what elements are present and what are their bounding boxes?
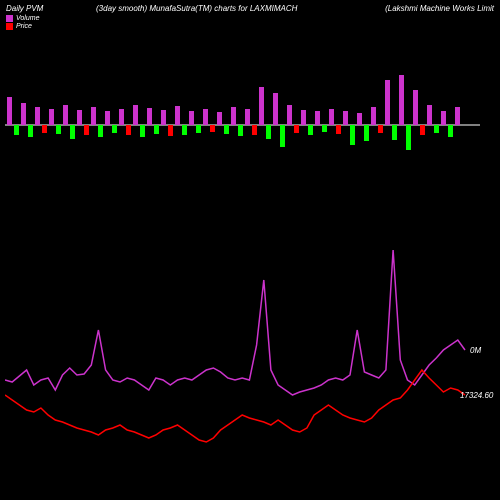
pvm-bar — [203, 109, 208, 125]
price-swatch — [6, 23, 13, 30]
legend-volume: Volume — [6, 15, 39, 22]
pvm-bar — [28, 125, 33, 137]
pvm-bar — [175, 106, 180, 125]
pvm-bar — [350, 125, 355, 145]
pvm-bar — [140, 125, 145, 137]
pvm-bar — [273, 93, 278, 125]
pvm-bar — [126, 125, 131, 135]
pvm-bar — [413, 90, 418, 125]
volume-legend-label: Volume — [16, 15, 39, 22]
pvm-bar — [147, 108, 152, 125]
pvm-bar — [329, 109, 334, 125]
pvm-bar — [392, 125, 397, 140]
pvm-bar — [448, 125, 453, 137]
pvm-bar — [434, 125, 439, 133]
chart-header: Daily PVM (3day smooth) MunafaSutra(TM) … — [6, 4, 494, 34]
pvm-bar — [168, 125, 173, 136]
pvm-bar — [371, 107, 376, 125]
legend-price: Price — [6, 23, 39, 30]
title-left: Daily PVM — [6, 4, 43, 13]
volume-price-line-chart — [5, 250, 480, 480]
pvm-bar — [301, 110, 306, 125]
pvm-bar — [315, 111, 320, 125]
pvm-bar — [56, 125, 61, 134]
pvm-bar — [14, 125, 19, 135]
pvm-bar — [210, 125, 215, 132]
pvm-bar — [287, 105, 292, 125]
pvm-bar — [245, 109, 250, 125]
pvm-bar — [357, 113, 362, 125]
pvm-bar — [119, 109, 124, 125]
pvm-bar — [420, 125, 425, 135]
legend: Volume Price — [6, 15, 39, 31]
pvm-bar — [42, 125, 47, 133]
pvm-bar — [91, 107, 96, 125]
pvm-bar — [7, 97, 12, 125]
pvm-bar — [455, 107, 460, 125]
pvm-bar — [154, 125, 159, 134]
pvm-bar — [35, 107, 40, 125]
title-right: (Lakshmi Machine Works Limit — [385, 4, 494, 13]
pvm-bar — [294, 125, 299, 133]
pvm-bar — [266, 125, 271, 139]
pvm-bar — [105, 111, 110, 125]
pvm-bar — [84, 125, 89, 135]
pvm-bar — [49, 109, 54, 125]
volume-line — [5, 250, 465, 395]
pvm-bar — [322, 125, 327, 132]
pvm-bar — [98, 125, 103, 137]
pvm-bar — [406, 125, 411, 150]
pvm-bar — [441, 111, 446, 125]
pvm-bar — [385, 80, 390, 125]
price-line-label: 17324.60 — [460, 391, 493, 400]
pvm-bar — [21, 103, 26, 125]
pvm-bar — [427, 105, 432, 125]
pvm-bar — [161, 110, 166, 125]
pvm-bar — [308, 125, 313, 135]
pvm-bar — [77, 110, 82, 125]
price-legend-label: Price — [16, 23, 32, 30]
pvm-bar — [343, 111, 348, 125]
pvm-bar — [196, 125, 201, 133]
pvm-bar — [112, 125, 117, 133]
pvm-bar — [259, 87, 264, 125]
pvm-bar — [70, 125, 75, 139]
pvm-bar — [231, 107, 236, 125]
pvm-bar-chart — [5, 70, 480, 180]
pvm-bar — [182, 125, 187, 135]
pvm-bar — [224, 125, 229, 134]
pvm-bar — [336, 125, 341, 134]
price-line — [5, 370, 465, 442]
pvm-bar — [364, 125, 369, 141]
pvm-bar — [238, 125, 243, 136]
pvm-bar — [217, 112, 222, 125]
pvm-bar — [378, 125, 383, 133]
pvm-bar — [280, 125, 285, 147]
title-mid: (3day smooth) MunafaSutra(TM) charts for… — [96, 4, 297, 13]
pvm-bar — [133, 105, 138, 125]
pvm-bar — [399, 75, 404, 125]
volume-line-label: 0M — [470, 346, 481, 355]
pvm-bar — [252, 125, 257, 135]
pvm-bar — [189, 111, 194, 125]
pvm-bar — [63, 105, 68, 125]
volume-swatch — [6, 15, 13, 22]
